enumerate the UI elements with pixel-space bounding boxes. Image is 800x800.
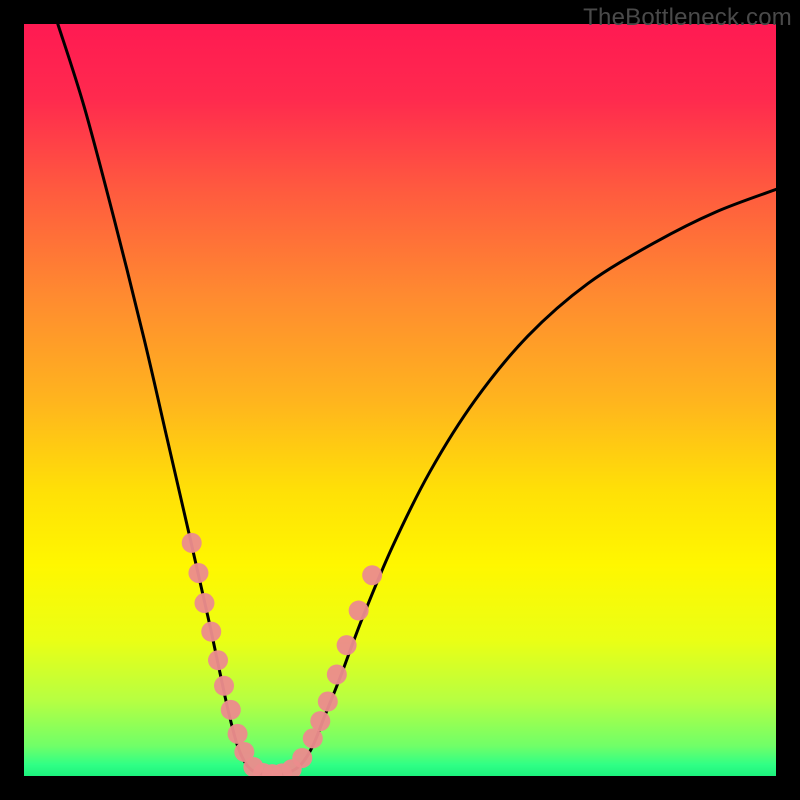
scatter-marker [182, 533, 202, 553]
scatter-marker [349, 601, 369, 621]
figure-root: TheBottleneck.com [0, 0, 800, 800]
scatter-marker [303, 728, 323, 748]
scatter-marker [318, 692, 338, 712]
scatter-marker [310, 711, 330, 731]
scatter-marker [337, 635, 357, 655]
scatter-marker [221, 700, 241, 720]
scatter-marker [228, 724, 248, 744]
scatter-marker [327, 664, 347, 684]
scatter-marker [292, 748, 312, 768]
scatter-marker [194, 593, 214, 613]
plot-background [24, 24, 776, 776]
chart-svg [0, 0, 800, 800]
scatter-marker [188, 563, 208, 583]
scatter-marker [208, 650, 228, 670]
scatter-marker [362, 565, 382, 585]
scatter-marker [214, 676, 234, 696]
scatter-marker [201, 622, 221, 642]
